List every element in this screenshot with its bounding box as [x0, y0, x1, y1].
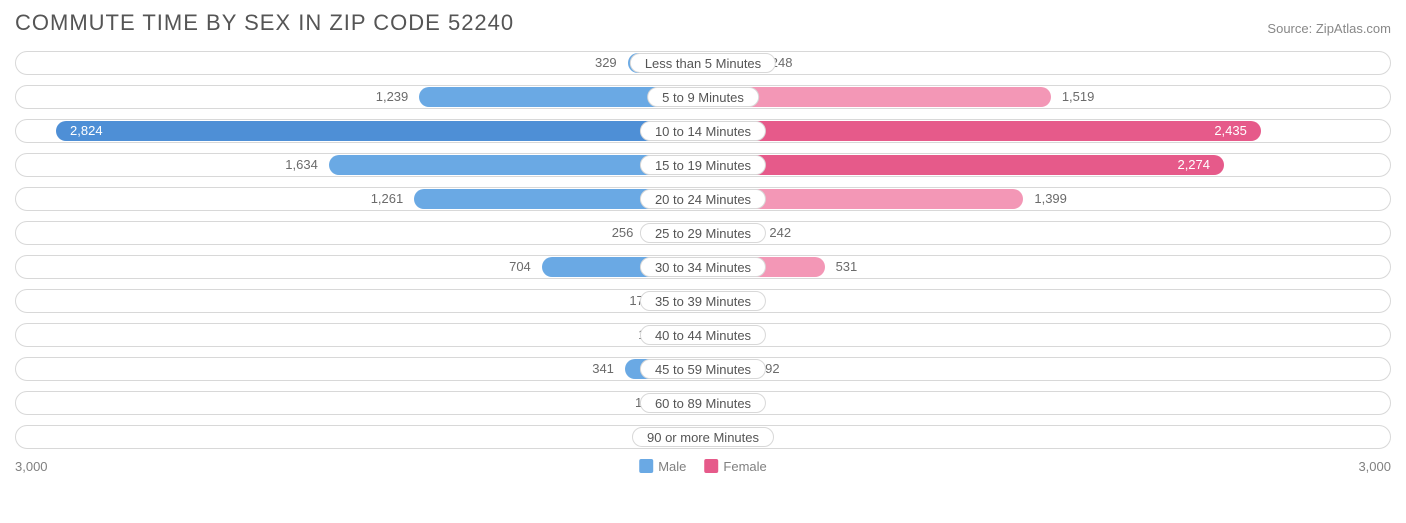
- chart-source: Source: ZipAtlas.com: [1267, 21, 1391, 36]
- axis-max-right: 3,000: [1358, 459, 1391, 474]
- chart-row: 1,239 1,519 5 to 9 Minutes: [15, 85, 1391, 109]
- chart-row: 2,824 2,435 10 to 14 Minutes: [15, 119, 1391, 143]
- legend-label: Female: [723, 459, 766, 474]
- male-value-label: 1,239: [376, 86, 409, 108]
- category-label: 30 to 34 Minutes: [640, 257, 766, 277]
- chart-row: 1,634 2,274 15 to 19 Minutes: [15, 153, 1391, 177]
- chart-row: 1,261 1,399 20 to 24 Minutes: [15, 187, 1391, 211]
- chart-row: 256 24225 to 29 Minutes: [15, 221, 1391, 245]
- chart-title: COMMUTE TIME BY SEX IN ZIP CODE 52240: [15, 10, 514, 36]
- legend-item: Female: [704, 459, 766, 474]
- axis-max-left: 3,000: [15, 459, 48, 474]
- source-link[interactable]: ZipAtlas.com: [1316, 21, 1391, 36]
- source-prefix: Source:: [1267, 21, 1312, 36]
- category-label: 15 to 19 Minutes: [640, 155, 766, 175]
- legend-label: Male: [658, 459, 686, 474]
- male-bar: [56, 121, 703, 141]
- category-label: 60 to 89 Minutes: [640, 393, 766, 413]
- chart-row: 14013040 to 44 Minutes: [15, 323, 1391, 347]
- category-label: 5 to 9 Minutes: [647, 87, 759, 107]
- male-value-label: 704: [509, 256, 531, 278]
- category-label: 90 or more Minutes: [632, 427, 774, 447]
- male-value-label: 329: [595, 52, 617, 74]
- female-value-label: 2,274: [1177, 154, 1210, 176]
- legend-swatch: [704, 459, 718, 473]
- legend-swatch: [639, 459, 653, 473]
- chart-row: 34119245 to 59 Minutes: [15, 357, 1391, 381]
- male-value-label: 341: [592, 358, 614, 380]
- chart-row: 1543660 to 89 Minutes: [15, 391, 1391, 415]
- category-label: 45 to 59 Minutes: [640, 359, 766, 379]
- female-bar: [703, 121, 1261, 141]
- male-value-label: 1,261: [371, 188, 404, 210]
- chart-row: 704 531 30 to 34 Minutes: [15, 255, 1391, 279]
- category-label: 20 to 24 Minutes: [640, 189, 766, 209]
- category-label: 25 to 29 Minutes: [640, 223, 766, 243]
- chart-row: 1222690 or more Minutes: [15, 425, 1391, 449]
- chart-legend: Male Female: [639, 459, 767, 474]
- female-value-label: 2,435: [1214, 120, 1247, 142]
- female-value-label: 531: [836, 256, 858, 278]
- chart-footer: 3,000 Male Female 3,000: [15, 459, 1391, 477]
- category-label: Less than 5 Minutes: [630, 53, 776, 73]
- male-value-label: 2,824: [70, 120, 103, 142]
- diverging-bar-chart: 329248Less than 5 Minutes 1,239 1,519 5 to …: [15, 51, 1391, 449]
- chart-header: COMMUTE TIME BY SEX IN ZIP CODE 52240 So…: [15, 10, 1391, 36]
- legend-item: Male: [639, 459, 686, 474]
- female-value-label: 1,399: [1034, 188, 1067, 210]
- female-bar: [703, 155, 1224, 175]
- female-value-label: 242: [769, 222, 791, 244]
- chart-row: 329248Less than 5 Minutes: [15, 51, 1391, 75]
- male-value-label: 256: [612, 222, 634, 244]
- male-value-label: 1,634: [285, 154, 318, 176]
- female-value-label: 1,519: [1062, 86, 1095, 108]
- category-label: 40 to 44 Minutes: [640, 325, 766, 345]
- category-label: 10 to 14 Minutes: [640, 121, 766, 141]
- category-label: 35 to 39 Minutes: [640, 291, 766, 311]
- chart-row: 17912135 to 39 Minutes: [15, 289, 1391, 313]
